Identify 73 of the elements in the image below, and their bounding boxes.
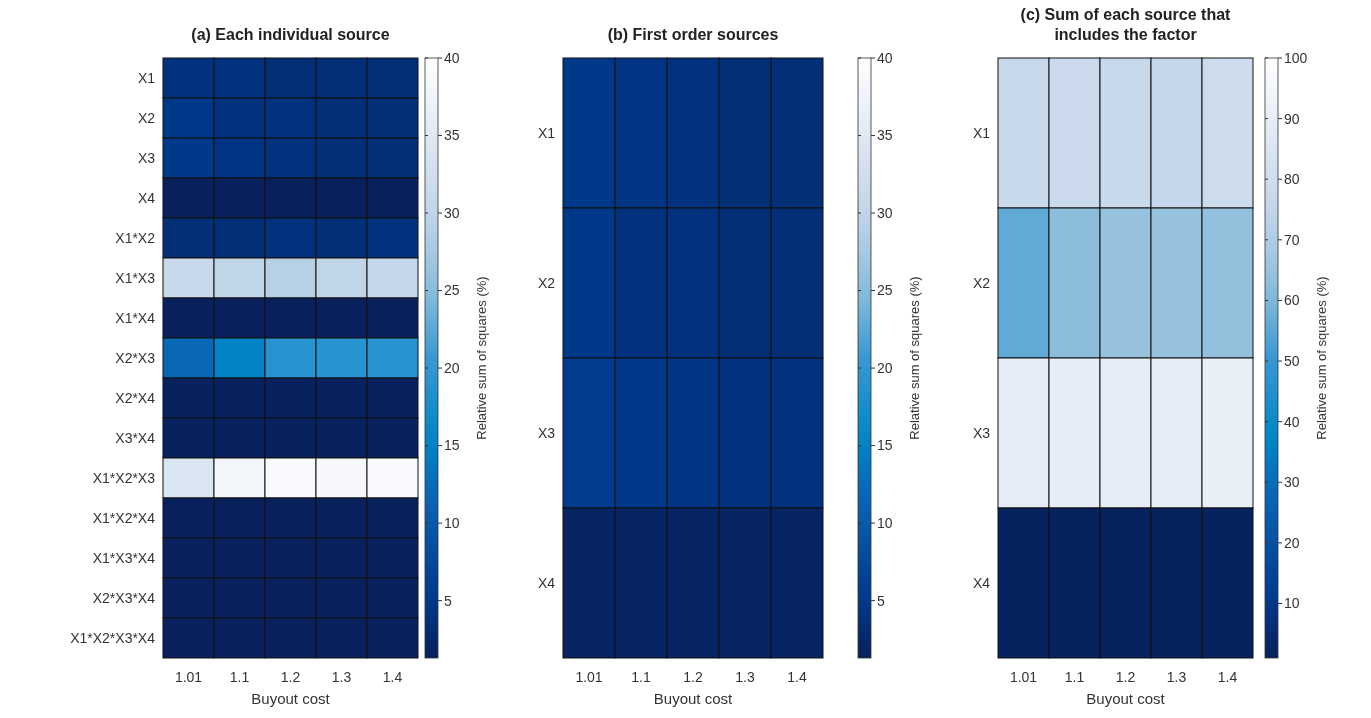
x-tick-label: 1.4 xyxy=(382,669,403,685)
chart-title: (a) Each individual source xyxy=(191,26,390,43)
y-tick-label: X4 xyxy=(537,574,556,591)
color-bar-label: 50 xyxy=(1284,352,1300,369)
color-bar-label: 15 xyxy=(877,437,893,454)
x-tick-label: 1.2 xyxy=(280,669,301,685)
color-bar-label: 10 xyxy=(877,515,893,532)
y-tick-label: X1*X2*X3 xyxy=(92,469,156,486)
color-bar-title: Relative sum of squares (%) xyxy=(474,276,489,440)
color-bar-label: 5 xyxy=(444,592,452,609)
color-bar-label: 20 xyxy=(444,359,460,376)
color-bar-title: Relative sum of squares (%) xyxy=(1314,276,1329,440)
x-tick-label: 1.1 xyxy=(631,669,651,685)
y-tick-label: X3*X4 xyxy=(115,429,156,446)
x-tick-label: 1.3 xyxy=(331,669,352,685)
y-tick-label: X1*X2*X4 xyxy=(92,509,156,526)
color-bar-label: 35 xyxy=(444,127,460,144)
color-bar-label: 80 xyxy=(1284,171,1300,188)
x-tick-label: 1.1 xyxy=(1064,669,1085,685)
y-tick-label: X1 xyxy=(537,124,556,141)
y-tick-label: X2*X3*X4 xyxy=(92,589,156,606)
color-bar-label: 60 xyxy=(1284,292,1300,309)
y-tick-label: X3 xyxy=(137,149,156,166)
x-axis-title: Buyout cost xyxy=(653,690,734,707)
color-bar-label: 35 xyxy=(877,127,893,144)
x-axis-title: Buyout cost xyxy=(251,690,331,707)
y-tick-label: X1*X3*X4 xyxy=(92,549,156,566)
color-bar-label: 30 xyxy=(877,204,893,221)
x-tick-label: 1.4 xyxy=(1217,669,1238,685)
chart-title: (b) First order sources xyxy=(607,26,779,43)
y-tick-label: X2*X4 xyxy=(115,389,156,406)
y-tick-label: X1 xyxy=(137,69,156,86)
color-bar-label: 5 xyxy=(877,592,885,609)
color-bar-label: 40 xyxy=(877,49,893,66)
color-bar-label: 20 xyxy=(1284,534,1300,551)
x-tick-label: 1.01 xyxy=(174,669,203,685)
color-bar-label: 15 xyxy=(444,437,460,454)
y-tick-label: X4 xyxy=(137,189,156,206)
y-tick-label: X1*X4 xyxy=(115,309,156,326)
color-bar-label: 30 xyxy=(444,204,460,221)
color-bar-label: 10 xyxy=(1284,595,1300,612)
y-tick-label: X1*X2 xyxy=(115,229,156,246)
x-tick-label: 1.3 xyxy=(735,669,755,685)
color-bar-label: 100 xyxy=(1284,49,1308,66)
color-bar-label: 10 xyxy=(444,515,460,532)
x-tick-label: 1.01 xyxy=(1009,669,1038,685)
color-bar-label: 20 xyxy=(877,359,893,376)
color-bar-label: 40 xyxy=(1284,413,1300,430)
color-bar-label: 90 xyxy=(1284,110,1300,127)
color-bar-label: 30 xyxy=(1284,474,1300,491)
chart-title: (c) Sum of each source that includes the factor xyxy=(1020,6,1232,43)
y-tick-label: X2*X3 xyxy=(115,349,156,366)
color-bar-label: 25 xyxy=(877,282,893,299)
y-tick-label: X1*X2*X3*X4 xyxy=(70,629,156,646)
color-bar-label: 25 xyxy=(444,282,460,299)
x-tick-label: 1.4 xyxy=(787,669,807,685)
y-tick-label: X3 xyxy=(972,424,991,441)
y-tick-label: X2 xyxy=(137,109,156,126)
color-bar-title: Relative sum of squares (%) xyxy=(907,276,922,440)
x-tick-label: 1.3 xyxy=(1166,669,1187,685)
x-tick-label: 1.01 xyxy=(575,669,603,685)
x-tick-label: 1.1 xyxy=(229,669,250,685)
color-bar-label: 70 xyxy=(1284,231,1300,248)
color-bar-label: 40 xyxy=(444,49,460,66)
x-axis-title: Buyout cost xyxy=(1086,690,1166,707)
y-tick-label: X2 xyxy=(972,274,991,291)
x-tick-label: 1.2 xyxy=(1115,669,1136,685)
y-tick-label: X2 xyxy=(537,274,556,291)
y-tick-label: X1 xyxy=(972,124,991,141)
y-tick-label: X1*X3 xyxy=(115,269,156,286)
y-tick-label: X4 xyxy=(972,574,991,591)
x-tick-label: 1.2 xyxy=(683,669,703,685)
y-tick-label: X3 xyxy=(537,424,556,441)
